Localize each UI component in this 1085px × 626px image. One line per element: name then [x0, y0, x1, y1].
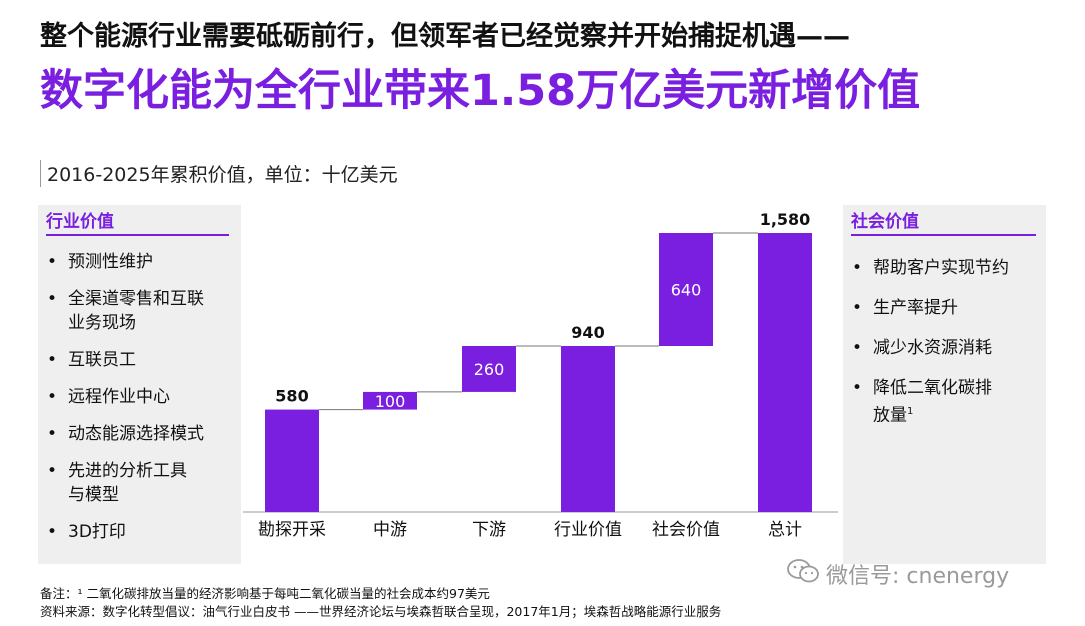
category-label: 勘探开采 — [258, 520, 326, 540]
list-item-text: 减少水资源消耗 — [873, 338, 992, 358]
list-item: 预测性维护 — [38, 250, 241, 274]
bar — [265, 409, 319, 512]
category-label: 中游 — [373, 520, 407, 540]
category-label: 总计 — [768, 520, 802, 540]
list-item-text: 互联员工 — [68, 350, 136, 370]
data-label: 260 — [474, 360, 505, 379]
list-item-text-cont: 业务现场 — [68, 313, 136, 333]
industry-value-heading: 行业价值 — [46, 207, 229, 236]
list-item-text-cont: 与模型 — [68, 485, 119, 505]
headline-line1: 整个能源行业需要砥砺前行，但领军者已经觉察并开始捕捉机遇—— — [40, 21, 850, 52]
wechat-icon — [786, 558, 820, 590]
list-item-text: 动态能源选择模式 — [68, 424, 204, 444]
list-item: 生产率提升 — [843, 296, 1046, 320]
list-item-text: 远程作业中心 — [68, 387, 170, 407]
data-label: 580 — [275, 387, 308, 406]
data-label: 100 — [375, 392, 406, 411]
wechat-watermark: 微信号: cnenergy — [786, 558, 1009, 590]
list-item-text: 先进的分析工具 — [68, 461, 187, 481]
bar — [758, 233, 812, 512]
data-label: 640 — [671, 281, 702, 300]
bar — [561, 346, 615, 512]
list-item-text: 帮助客户实现节约 — [873, 258, 1009, 278]
headline-line2: 数字化能为全行业带来1.58万亿美元新增价值 — [40, 66, 921, 116]
footnote: 备注：¹ 二氧化碳排放当量的经济影响基于每吨二氧化碳当量的社会成本约97美元 — [40, 586, 490, 601]
social-value-heading: 社会价值 — [851, 207, 1036, 236]
bar — [363, 391, 417, 410]
list-item-text: 预测性维护 — [68, 252, 153, 272]
list-item: 互联员工 — [38, 348, 241, 372]
category-label: 社会价值 — [652, 520, 720, 540]
category-label: 下游 — [472, 520, 506, 540]
list-item-text: 3D打印 — [68, 522, 126, 542]
list-item-text-cont: 放量 — [873, 405, 907, 426]
source-note: 资料来源：数字化转型倡议：油气行业白皮书 ——世界经济论坛与埃森哲联合呈现，20… — [40, 604, 722, 619]
list-item: 远程作业中心 — [38, 385, 241, 409]
list-item: 帮助客户实现节约 — [843, 256, 1046, 280]
category-label: 行业价值 — [554, 520, 622, 540]
bar — [462, 346, 516, 392]
list-item: 3D打印 — [38, 520, 241, 544]
list-item-text: 全渠道零售和互联 — [68, 289, 204, 309]
data-label: 940 — [571, 323, 604, 342]
bar — [659, 233, 713, 347]
list-item-text: 生产率提升 — [873, 298, 958, 318]
chart-unit-subtitle: 2016-2025年累积价值，单位：十亿美元 — [40, 160, 398, 187]
list-item: 动态能源选择模式 — [38, 422, 241, 446]
footnote-marker: 1 — [907, 406, 914, 417]
list-item: 减少水资源消耗 — [843, 336, 1046, 360]
data-label: 1,580 — [760, 210, 811, 229]
watermark-text: 微信号: cnenergy — [826, 564, 1010, 589]
list-item-text: 降低二氧化碳排 — [873, 378, 992, 398]
